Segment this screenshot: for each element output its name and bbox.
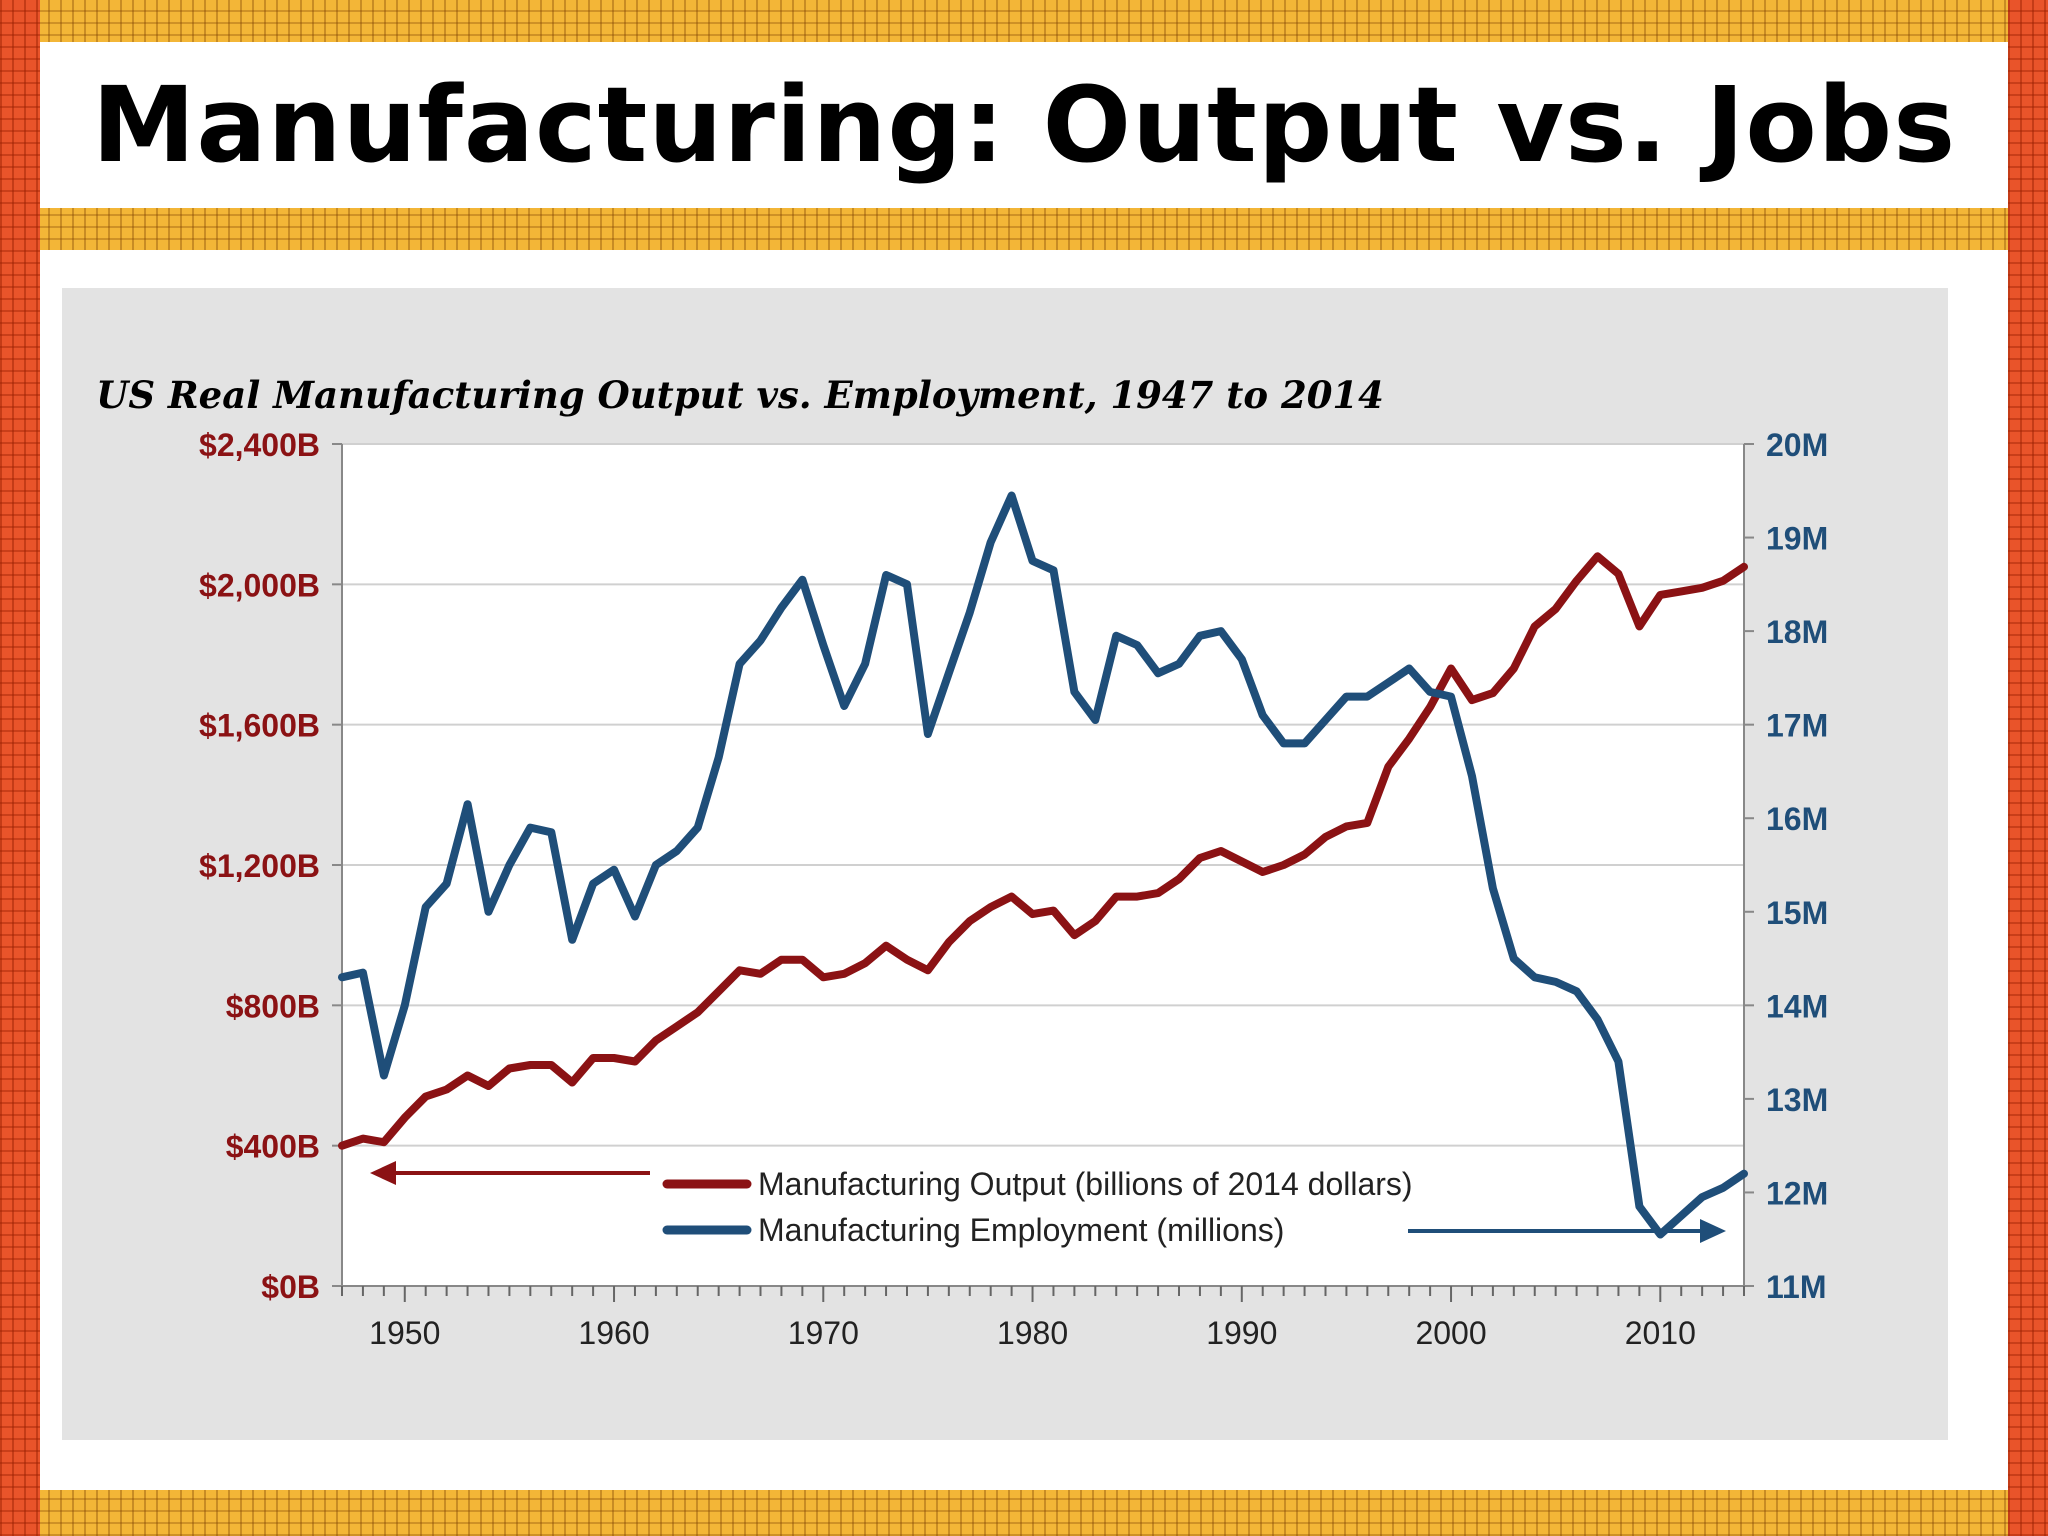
right-axis-tick-label: 15M — [1766, 895, 1828, 931]
right-axis-tick-label: 18M — [1766, 614, 1828, 650]
left-axis-tick-label: $400B — [226, 1129, 320, 1165]
x-axis-tick-label: 2010 — [1625, 1315, 1696, 1351]
right-axis-tick-label: 11M — [1766, 1269, 1826, 1305]
right-axis-tick-label: 12M — [1766, 1175, 1828, 1211]
left-axis-tick-label: $800B — [226, 988, 320, 1024]
right-axis-tick-label: 17M — [1766, 708, 1828, 744]
decorative-border-left — [0, 0, 40, 1536]
legend-output-label: Manufacturing Output (billions of 2014 d… — [758, 1166, 1413, 1202]
chart-title: US Real Manufacturing Output vs. Employm… — [96, 373, 1384, 417]
x-axis-tick-label: 1970 — [788, 1315, 859, 1351]
chart-svg: US Real Manufacturing Output vs. Employm… — [96, 373, 1828, 1351]
left-axis-tick-label: $1,600B — [199, 708, 320, 744]
slide-title: Manufacturing: Output vs. Jobs — [91, 64, 1957, 186]
slide-title-panel: Manufacturing: Output vs. Jobs — [40, 42, 2008, 208]
right-axis-tick-label: 16M — [1766, 801, 1828, 837]
left-axis-arrowhead — [370, 1161, 396, 1185]
left-axis-tick-label: $1,200B — [199, 848, 320, 884]
right-axis-tick-label: 19M — [1766, 521, 1828, 557]
chart-container: US Real Manufacturing Output vs. Employm… — [62, 288, 1948, 1440]
left-axis-tick-label: $0B — [261, 1269, 320, 1305]
output-series-line — [338, 552, 1748, 1150]
x-axis-tick-label: 1950 — [369, 1315, 440, 1351]
right-axis-tick-label: 13M — [1766, 1082, 1828, 1118]
employment-series-line — [338, 491, 1748, 1239]
right-axis-tick-label: 20M — [1766, 427, 1828, 463]
x-axis-tick-label: 2000 — [1415, 1315, 1486, 1351]
x-axis-tick-label: 1990 — [1206, 1315, 1277, 1351]
left-axis-tick-label: $2,400B — [199, 427, 320, 463]
right-axis-tick-label: 14M — [1766, 988, 1828, 1024]
left-axis-tick-label: $2,000B — [199, 567, 320, 603]
x-axis-tick-label: 1960 — [578, 1315, 649, 1351]
right-axis-arrowhead — [1700, 1219, 1726, 1243]
x-axis-tick-label: 1980 — [997, 1315, 1068, 1351]
legend-employment-label: Manufacturing Employment (millions) — [758, 1212, 1284, 1248]
decorative-border-right — [2008, 0, 2048, 1536]
